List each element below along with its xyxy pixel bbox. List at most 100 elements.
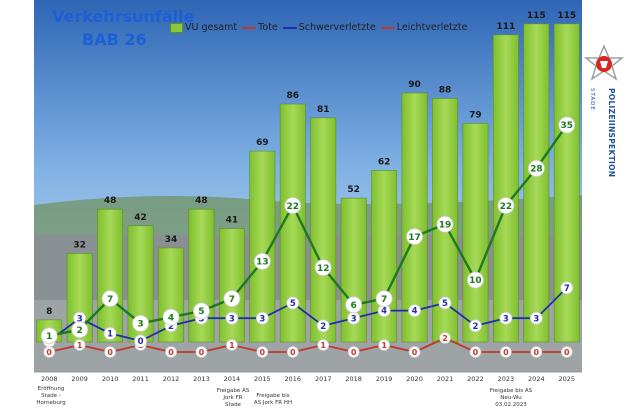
series-red-label-2019: 1 <box>381 341 387 350</box>
series-red-label-2014: 1 <box>229 341 235 350</box>
bar-label-vu-gesamt-2009: 32 <box>73 240 86 250</box>
bar-vu-gesamt-2017 <box>310 117 337 343</box>
series-red-point-2025 <box>560 346 573 358</box>
series-schwerverletzte-point-2021 <box>438 296 452 310</box>
series-red-label-2017: 1 <box>320 341 326 350</box>
series-leichtverletzte-point-2010 <box>101 290 119 308</box>
series-red-label-2025: 0 <box>564 348 570 357</box>
legend-label-tote: Tote <box>258 22 278 33</box>
bar-vu-gesamt-2020 <box>401 92 428 343</box>
bar-vu-gesamt-2018 <box>340 197 367 343</box>
x-tick-label-2010: 2010 <box>102 375 119 383</box>
series-leichtverletzte-label-2015: 13 <box>256 258 269 268</box>
bar-vu-gesamt-2024 <box>523 23 550 343</box>
x-tick-label-2022: 2022 <box>467 375 484 383</box>
x-axis: 2008 2009 2010 2011 2012 2013 2014 2015 2016 2017… <box>34 371 582 383</box>
series-schwerverletzte-point-2022 <box>469 319 482 333</box>
series-leichtverletzte-label-2022: 10 <box>469 276 482 286</box>
series-leichtverletzte-point-2017 <box>314 259 332 277</box>
series-leichtverletzte-point-2009 <box>71 321 89 339</box>
bar-label-vu-gesamt-2024: 115 <box>527 11 546 21</box>
bar-label-vu-gesamt-2021: 88 <box>439 86 452 96</box>
series-schwerverletzte-point-2011 <box>134 334 147 348</box>
x-tick-label-2020: 2020 <box>406 375 423 383</box>
bar-label-vu-gesamt-2010: 48 <box>104 196 117 206</box>
series-red-label-2024: 0 <box>534 348 540 357</box>
x-tick-label-2014: 2014 <box>224 375 241 383</box>
series-schwerverletzte-label-2016: 5 <box>290 299 296 309</box>
bar-label-vu-gesamt-2013: 48 <box>195 196 208 206</box>
chart-title-line1: Verkehrsunfälle <box>52 7 195 26</box>
series-schwerverletzte-label-2011: 0 <box>138 337 144 347</box>
x-tick-label-2019: 2019 <box>376 375 393 383</box>
legend-label-leichtverletzte: Leichtverletzte <box>396 22 468 33</box>
series-schwerverletzte-label-2019: 4 <box>381 307 387 317</box>
series-leichtverletzte-label-2019: 7 <box>381 295 387 305</box>
series-leichtverletzte-label-2021: 19 <box>439 220 452 230</box>
series-red-point-2017 <box>317 339 330 351</box>
series-leichtverletzte-label-2016: 22 <box>287 202 300 212</box>
x-tick-label-2017: 2017 <box>315 375 332 383</box>
bar-vu-gesamt-2025 <box>553 23 580 343</box>
legend-swatch-vu-gesamt <box>170 22 183 33</box>
series-red-label-2008: 0 <box>46 348 52 357</box>
series-leichtverletzte-point-2021 <box>436 215 454 233</box>
series-red-point-2013 <box>195 346 208 358</box>
legend-label-schwerverletzte: Schwerverletzte <box>298 22 376 33</box>
series-schwerverletzte-label-2018: 3 <box>351 314 357 324</box>
series-schwerverletzte-label-2010: 1 <box>107 329 113 339</box>
x-tick-label-2021: 2021 <box>437 375 454 383</box>
annotation-jork-hh: Freigabe bis AS Jork FR HH <box>253 393 293 406</box>
bar-label-vu-gesamt-2011: 42 <box>134 213 147 223</box>
series-leichtverletzte-point-2015 <box>253 252 271 270</box>
series-schwerverletzte-point-2014 <box>225 311 239 325</box>
series-schwerverletzte-point-2020 <box>408 304 421 318</box>
series-leichtverletzte-label-2009: 2 <box>77 326 83 336</box>
series-red-point-2023 <box>499 346 512 358</box>
series-red-point-2015 <box>256 346 269 358</box>
series-schwerverletzte-point-2010 <box>103 326 117 340</box>
series-leichtverletzte-label-2013: 5 <box>198 307 204 317</box>
series-red-label-2022: 0 <box>473 348 479 357</box>
bar-vu-gesamt-2023 <box>492 34 519 343</box>
chart-title-line2: BAB 26 <box>82 30 147 49</box>
series-leichtverletzte-point-2025 <box>558 116 576 134</box>
series-red-point-2014 <box>225 339 238 351</box>
series-red-point-2024 <box>530 346 543 358</box>
series-leichtverletzte-label-2014: 7 <box>229 295 235 305</box>
series-leichtverletzte-point-2020 <box>406 228 423 246</box>
series-red-point-2020 <box>408 346 421 358</box>
x-tick-label-2025: 2025 <box>559 375 576 383</box>
series-red-point-2016 <box>286 346 299 358</box>
series-schwerverletzte-label-2012: 2 <box>168 322 174 332</box>
bar-label-vu-gesamt-2017: 81 <box>317 105 330 115</box>
series-leichtverletzte-label-2010: 7 <box>107 295 113 305</box>
series-leichtverletzte-point-2008 <box>40 327 58 345</box>
series-leichtverletzte-point-2012 <box>162 308 180 326</box>
x-tick-label-2012: 2012 <box>163 375 180 383</box>
series-red-point-2021 <box>439 332 451 344</box>
bar-label-vu-gesamt-2012: 34 <box>165 235 178 245</box>
bar-label-vu-gesamt-2015: 69 <box>256 138 269 148</box>
series-schwerverletzte-point-2016 <box>286 296 300 310</box>
series-red-point-2019 <box>378 339 391 351</box>
series-schwerverletzte-label-2017: 2 <box>320 322 326 332</box>
bar-label-vu-gesamt-2022: 79 <box>469 110 482 120</box>
legend-swatch-tote <box>242 26 257 29</box>
series-schwerverletzte-label-2024: 3 <box>533 314 539 324</box>
bar-label-vu-gesamt-2023: 111 <box>496 22 515 32</box>
x-tick-label-2016: 2016 <box>285 375 302 383</box>
series-red-point-2010 <box>104 346 117 358</box>
series-schwerverletzte-point-2025 <box>560 281 574 295</box>
series-leichtverletzte-label-2018: 6 <box>351 301 357 311</box>
series-leichtverletzte-point-2014 <box>223 290 241 308</box>
series-leichtverletzte-label-2012: 4 <box>168 313 174 323</box>
bar-label-vu-gesamt-2018: 52 <box>347 185 360 195</box>
series-red-point-2012 <box>165 346 177 358</box>
series-red-label-2015: 0 <box>260 348 266 357</box>
series-leichtverletzte-label-2025: 35 <box>561 121 574 131</box>
series-leichtverletzte-label-2023: 22 <box>500 202 513 212</box>
